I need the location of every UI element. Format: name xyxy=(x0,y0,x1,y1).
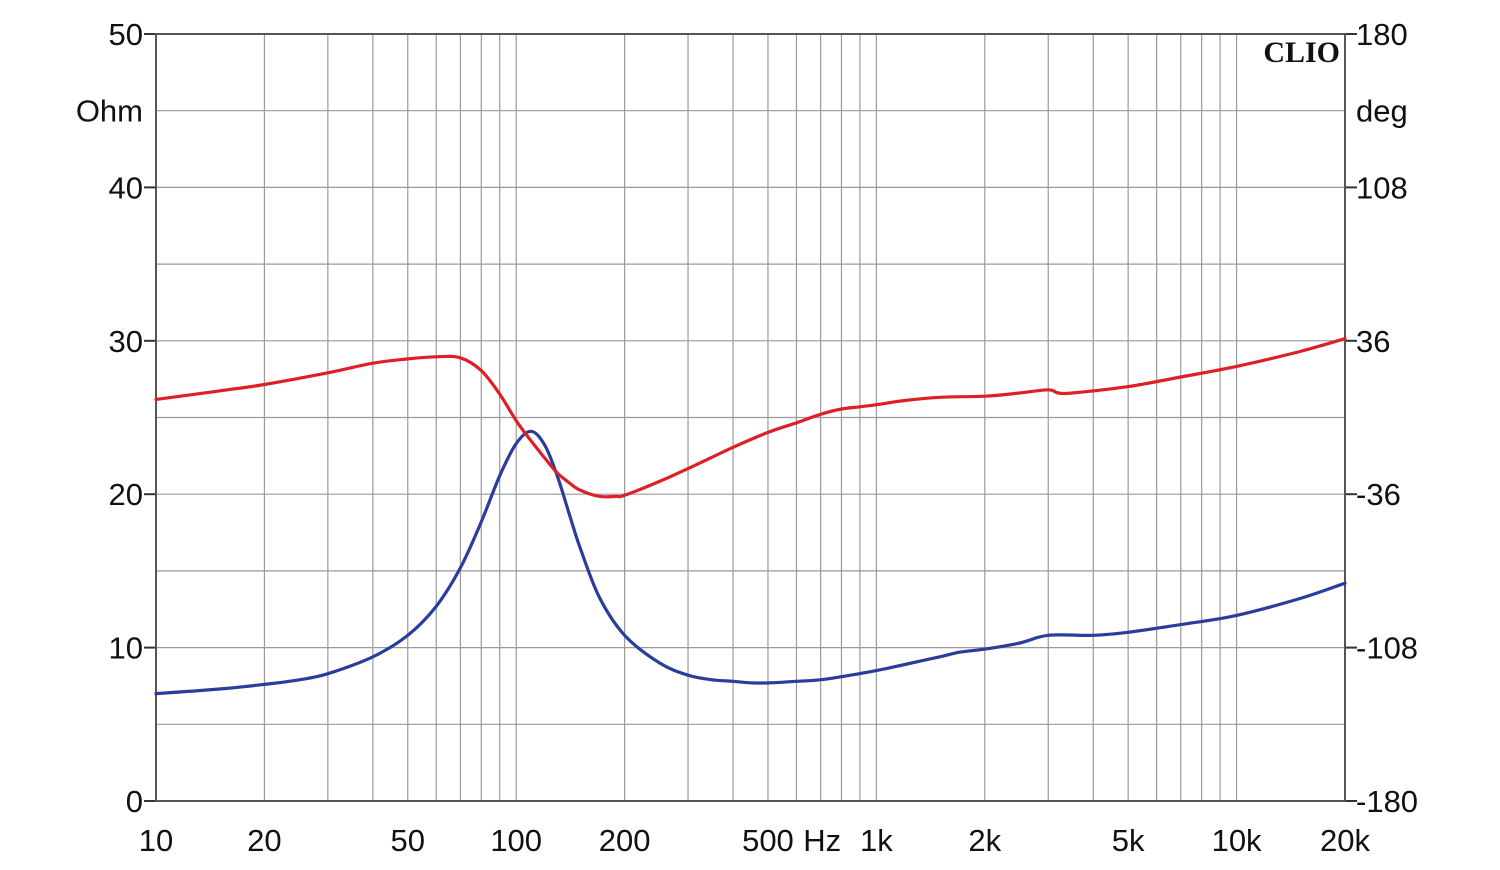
x-tick-label: 10k xyxy=(1212,823,1262,858)
x-tick-label: 500 xyxy=(742,823,794,858)
series-layer xyxy=(154,337,1347,696)
y-right-unit-label: deg xyxy=(1356,94,1408,129)
y-right-tick-label: 108 xyxy=(1356,170,1408,205)
grid xyxy=(144,33,1357,802)
x-tick-label: 100 xyxy=(490,823,542,858)
y-left-tick-label: 50 xyxy=(109,17,143,52)
plot-frame xyxy=(155,33,1346,802)
x-tick-label: 50 xyxy=(391,823,425,858)
x-tick-label: 2k xyxy=(968,823,1001,858)
x-tick-label: 20k xyxy=(1320,823,1370,858)
x-tick-label: 5k xyxy=(1112,823,1145,858)
clio-watermark: CLIO xyxy=(1263,36,1340,69)
y-right-tick-label: -108 xyxy=(1356,631,1418,666)
y-right-tick-label: -180 xyxy=(1356,784,1418,819)
y-left-tick-label: 40 xyxy=(109,170,143,205)
y-left-unit-label: Ohm xyxy=(76,94,143,129)
x-tick-label: 1k xyxy=(860,823,893,858)
phase-curve xyxy=(154,337,1347,499)
x-tick-label: 200 xyxy=(599,823,651,858)
y-right-tick-label: -36 xyxy=(1356,477,1401,512)
y-left-tick-label: 10 xyxy=(109,631,143,666)
x-unit-label: Hz xyxy=(803,823,841,858)
x-tick-label: 10 xyxy=(139,823,173,858)
x-tick-label: 20 xyxy=(247,823,281,858)
y-right-tick-label: 36 xyxy=(1356,324,1390,359)
tick-labels: 0 10 20 30 40 50 Ohm -180 -108 -36 36 108 180 deg 10 20… xyxy=(76,17,1418,858)
y-left-tick-label: 20 xyxy=(109,477,143,512)
y-left-tick-label: 0 xyxy=(126,784,143,819)
y-right-tick-label: 180 xyxy=(1356,17,1408,52)
impedance-curve xyxy=(154,429,1347,696)
y-left-tick-label: 30 xyxy=(109,324,143,359)
